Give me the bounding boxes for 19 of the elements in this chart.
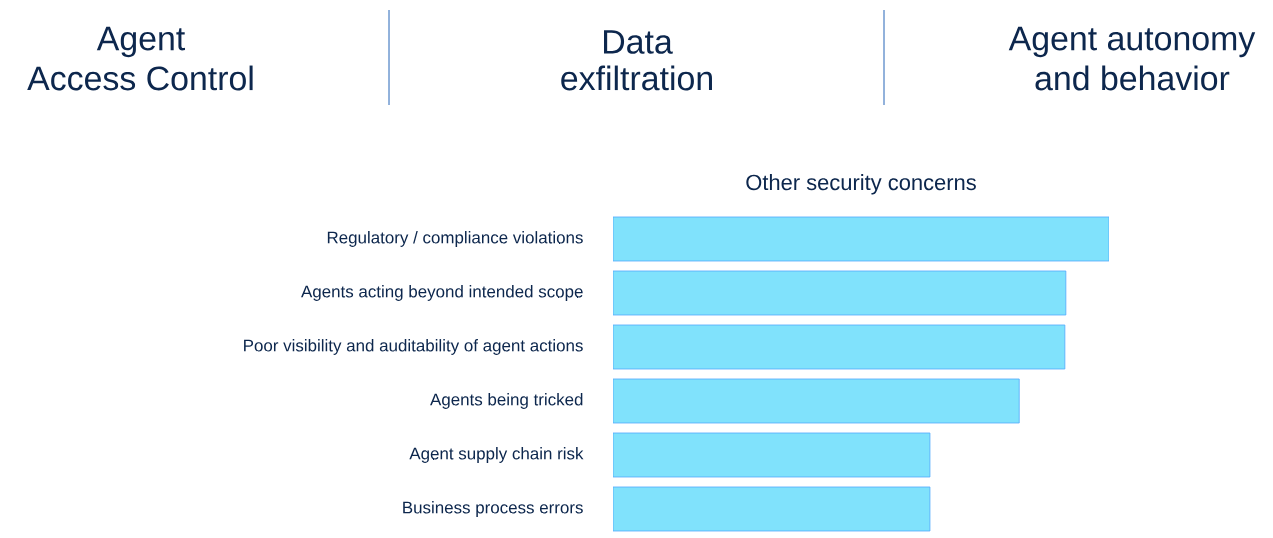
text: Access Control	[27, 65, 253, 91]
text: Agent	[96, 26, 185, 58]
y-tick-label: Agents acting beyond intended scope	[301, 285, 583, 301]
y-tick-label: Business process errors	[403, 501, 583, 517]
bar	[613, 270, 1067, 316]
text: and behavior	[1035, 65, 1230, 91]
chart-title: Other security concerns	[746, 174, 976, 195]
y-tick-label: Poor visibility and auditability of agent actions	[244, 339, 583, 355]
y-tick-label: Agent supply chain risk	[409, 447, 584, 463]
text: exfiltration	[561, 65, 712, 91]
text: Data	[604, 30, 673, 54]
bar	[613, 216, 1110, 262]
bar	[613, 432, 931, 478]
bar	[613, 324, 1066, 370]
bar	[613, 486, 931, 532]
text: Agent autonomy	[1008, 26, 1256, 58]
y-tick-label: Agents being tricked	[430, 393, 583, 409]
y-tick-label: Regulatory / compliance violations	[327, 231, 583, 247]
bar	[613, 378, 1020, 424]
